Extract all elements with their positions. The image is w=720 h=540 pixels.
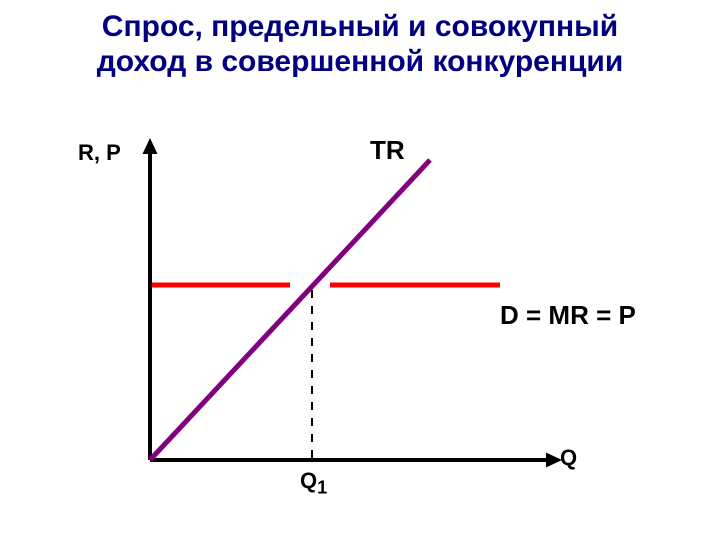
tr-label: TR	[370, 135, 405, 166]
q1-label: Q1	[300, 468, 327, 498]
dmr-label: D = MR = P	[500, 300, 636, 331]
tr-line	[150, 160, 430, 460]
x-axis-label: Q	[560, 445, 577, 471]
y-axis-label: R, P	[78, 140, 121, 166]
slide: Спрос, предельный и совокупный доход в с…	[0, 0, 720, 540]
chart	[0, 0, 720, 540]
